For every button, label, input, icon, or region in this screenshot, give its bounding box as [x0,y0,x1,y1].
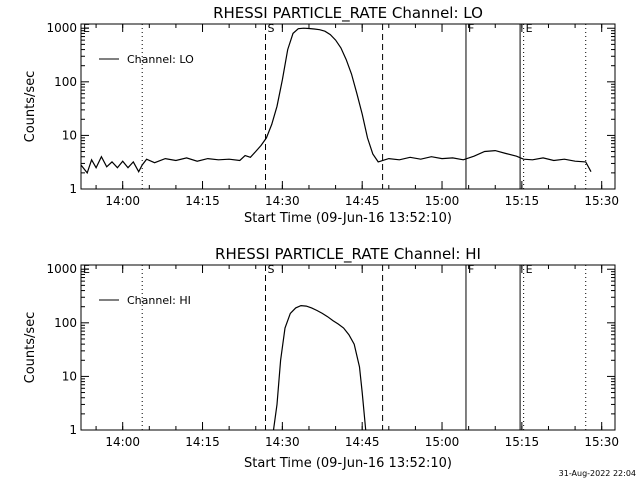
series-line-0 [80,27,592,175]
x-tick-label: 15:15 [505,435,540,449]
x-tick-label: 14:00 [105,194,140,208]
x-tick-label: 14:30 [265,435,300,449]
y-tick-label: 1000 [46,262,77,276]
series-line-0 [272,304,367,431]
y-tick-label: 1000 [46,21,77,35]
y-tick-label: 10 [62,128,77,142]
x-axis-label: Start Time (09-Jun-16 13:52:10) [244,456,452,471]
chart-title: RHESSI PARTICLE_RATE Channel: HI [215,245,481,264]
y-tick-label: 1 [69,182,77,196]
marker-label: F [468,22,474,35]
x-tick-label: 14:15 [185,194,220,208]
x-tick-label: 15:30 [584,435,619,449]
x-tick-label: 15:00 [425,435,460,449]
y-tick-label: 100 [54,75,77,89]
y-tick-label: 100 [54,316,77,330]
plot-frame [80,264,616,431]
plot-frame [80,23,616,190]
x-tick-label: 14:00 [105,435,140,449]
marker-label: S [268,263,275,276]
legend-label: Channel: HI [127,294,191,307]
marker-label: S [268,22,275,35]
x-tick-label: 14:30 [265,194,300,208]
x-tick-label: 14:15 [185,435,220,449]
x-tick-label: 15:15 [505,194,540,208]
legend-label: Channel: LO [127,53,194,66]
timestamp-label: 31-Aug-2022 22:04 [559,469,636,478]
x-tick-label: 15:00 [425,194,460,208]
y-tick-label: 1 [69,423,77,437]
x-tick-label: 14:45 [345,435,380,449]
x-tick-label: 15:30 [584,194,619,208]
chart-panel-0: RHESSI PARTICLE_RATE Channel: LOE S F E1101… [23,4,619,226]
chart-title: RHESSI PARTICLE_RATE Channel: LO [213,4,483,23]
marker-label: E [526,22,533,35]
chart-panel-1: RHESSI PARTICLE_RATE Channel: HIE S F E1101… [23,245,619,471]
y-axis-label: Counts/sec [23,71,38,143]
y-axis-label: Counts/sec [23,312,38,384]
x-axis-label: Start Time (09-Jun-16 13:52:10) [244,211,452,226]
x-tick-label: 14:45 [345,194,380,208]
marker-label: E [526,263,533,276]
marker-label: F [468,263,474,276]
y-tick-label: 10 [62,369,77,383]
